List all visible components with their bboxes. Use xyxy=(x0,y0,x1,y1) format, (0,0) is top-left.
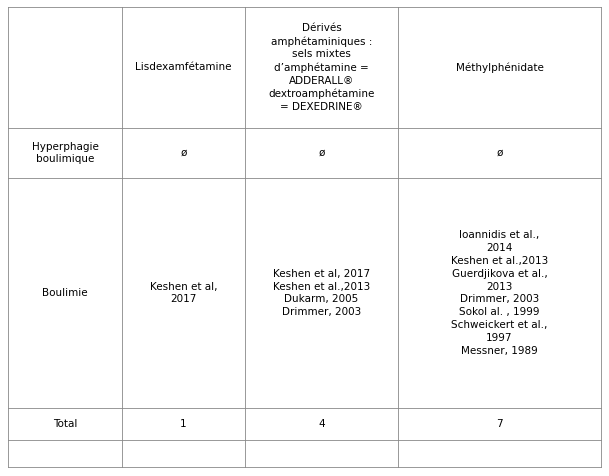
Text: 4: 4 xyxy=(318,419,325,429)
Text: Boulimie: Boulimie xyxy=(42,288,88,298)
Text: Méthylphénidate: Méthylphénidate xyxy=(456,62,543,73)
Text: Keshen et al,
2017: Keshen et al, 2017 xyxy=(150,282,217,304)
Text: Total: Total xyxy=(53,419,77,429)
Text: ø: ø xyxy=(319,148,325,158)
Text: ø: ø xyxy=(496,148,502,158)
Text: Keshen et al, 2017
Keshen et al.,2013
Dukarm, 2005
Drimmer, 2003: Keshen et al, 2017 Keshen et al.,2013 Du… xyxy=(273,269,370,317)
Text: ø: ø xyxy=(180,148,187,158)
Text: Dérivés
amphétaminiques :
sels mixtes
d’amphétamine =
ADDERALL®
dextroamphétamin: Dérivés amphétaminiques : sels mixtes d’… xyxy=(269,23,375,112)
Text: 7: 7 xyxy=(496,419,503,429)
Text: Ioannidis et al.,
2014
Keshen et al.,2013
Guerdjikova et al.,
2013
Drimmer, 2003: Ioannidis et al., 2014 Keshen et al.,201… xyxy=(451,230,548,356)
Text: 1: 1 xyxy=(180,419,187,429)
Text: Hyperphagie
boulimique: Hyperphagie boulimique xyxy=(32,141,99,164)
Text: Lisdexamfétamine: Lisdexamfétamine xyxy=(135,62,232,72)
